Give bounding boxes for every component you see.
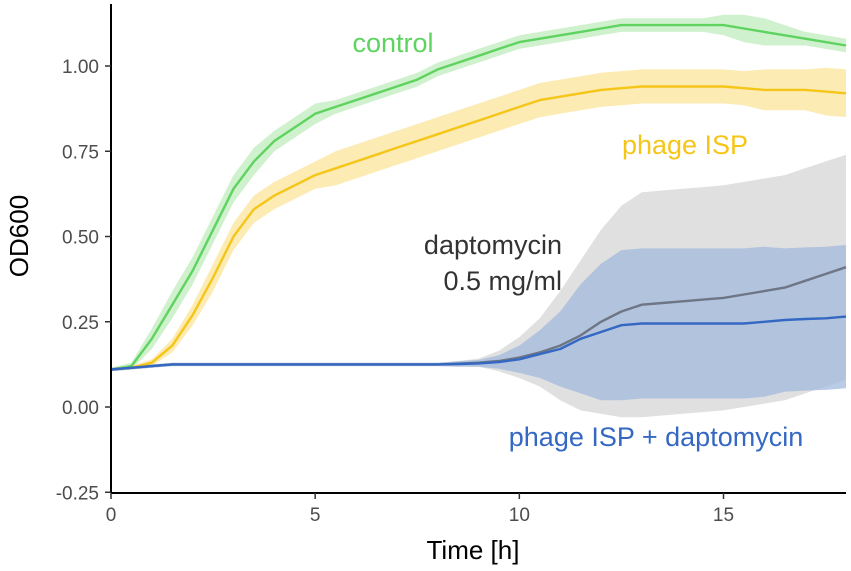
error-band-3: [111, 245, 846, 401]
x-axis-title: Time [h]: [427, 535, 520, 565]
y-axis-title: OD600: [4, 195, 34, 277]
x-tick-label: 5: [310, 505, 321, 526]
y-tick-label: 0.50: [62, 228, 99, 249]
x-tick-label: 10: [509, 505, 530, 526]
series-lines: [110, 23, 847, 371]
series-label-3: phage ISP + daptomycin: [509, 422, 803, 452]
y-tick-label: 0.75: [62, 142, 99, 163]
series-labels: control phage ISP daptomycin 0.5 mg/ml phage…: [352, 28, 803, 452]
axes: -0.25 0.00 0.25 0.50 0.75 1.00 0 5 10 15: [56, 4, 846, 526]
error-band-1: [111, 67, 846, 372]
series-line-3: [110, 315, 847, 371]
y-tick-label: -0.25: [56, 483, 99, 504]
x-tick-label: 0: [106, 505, 117, 526]
x-tick-label: 15: [713, 505, 734, 526]
series-line-1: [110, 85, 847, 371]
series-label-0: control: [352, 28, 433, 58]
y-tick-label: 0.25: [62, 313, 99, 334]
y-tick-label: 1.00: [62, 57, 99, 78]
error-bands: [111, 14, 846, 418]
series-label-2-line-0: daptomycin: [424, 230, 562, 260]
series-line-0: [110, 23, 847, 371]
y-tick-label: 0.00: [62, 398, 99, 419]
series-label-1: phage ISP: [622, 130, 748, 160]
series-label-2-line-1: 0.5 mg/ml: [443, 266, 562, 296]
